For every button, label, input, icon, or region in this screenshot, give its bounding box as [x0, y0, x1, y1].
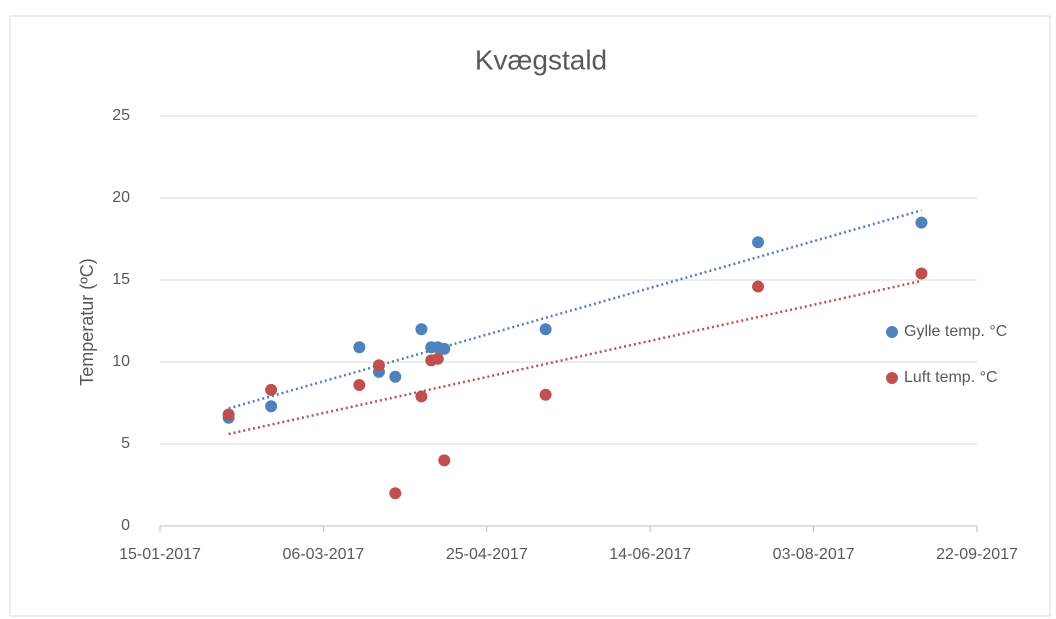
point: [415, 323, 428, 336]
legend-marker: [886, 372, 898, 384]
point: [752, 280, 765, 293]
chart-title: Kvægstald: [475, 44, 607, 75]
point: [222, 408, 235, 421]
point: [539, 323, 552, 336]
y-tick-label: 5: [121, 435, 130, 452]
point: [915, 216, 928, 229]
legend-marker: [886, 326, 898, 338]
x-tick-label: 15-01-2017: [119, 546, 201, 563]
y-tick-label: 0: [121, 517, 130, 534]
point: [415, 390, 428, 403]
point: [353, 378, 366, 391]
trendline: [228, 279, 922, 436]
y-tick-label: 20: [112, 189, 130, 206]
point: [353, 341, 366, 354]
point: [389, 370, 402, 383]
point: [389, 487, 402, 500]
point: [915, 267, 928, 280]
trendline: [228, 209, 922, 410]
point: [265, 400, 278, 413]
legend-label: Gylle temp. °C: [904, 323, 1007, 340]
legend-label: Luft temp. °C: [904, 369, 998, 386]
point: [438, 454, 451, 467]
y-tick-label: 25: [112, 107, 130, 124]
point: [265, 383, 278, 396]
y-axis-label: Temperatur (ºC): [77, 258, 97, 386]
point: [372, 359, 385, 372]
point: [431, 352, 444, 365]
x-tick-label: 03-08-2017: [773, 546, 855, 563]
point: [752, 236, 765, 249]
y-tick-label: 10: [112, 353, 130, 370]
x-tick-label: 06-03-2017: [282, 546, 364, 563]
point: [438, 342, 451, 355]
x-tick-label: 25-04-2017: [446, 546, 528, 563]
y-tick-label: 15: [112, 271, 130, 288]
x-tick-label: 22-09-2017: [936, 546, 1018, 563]
x-tick-label: 14-06-2017: [609, 546, 691, 563]
point: [539, 388, 552, 401]
